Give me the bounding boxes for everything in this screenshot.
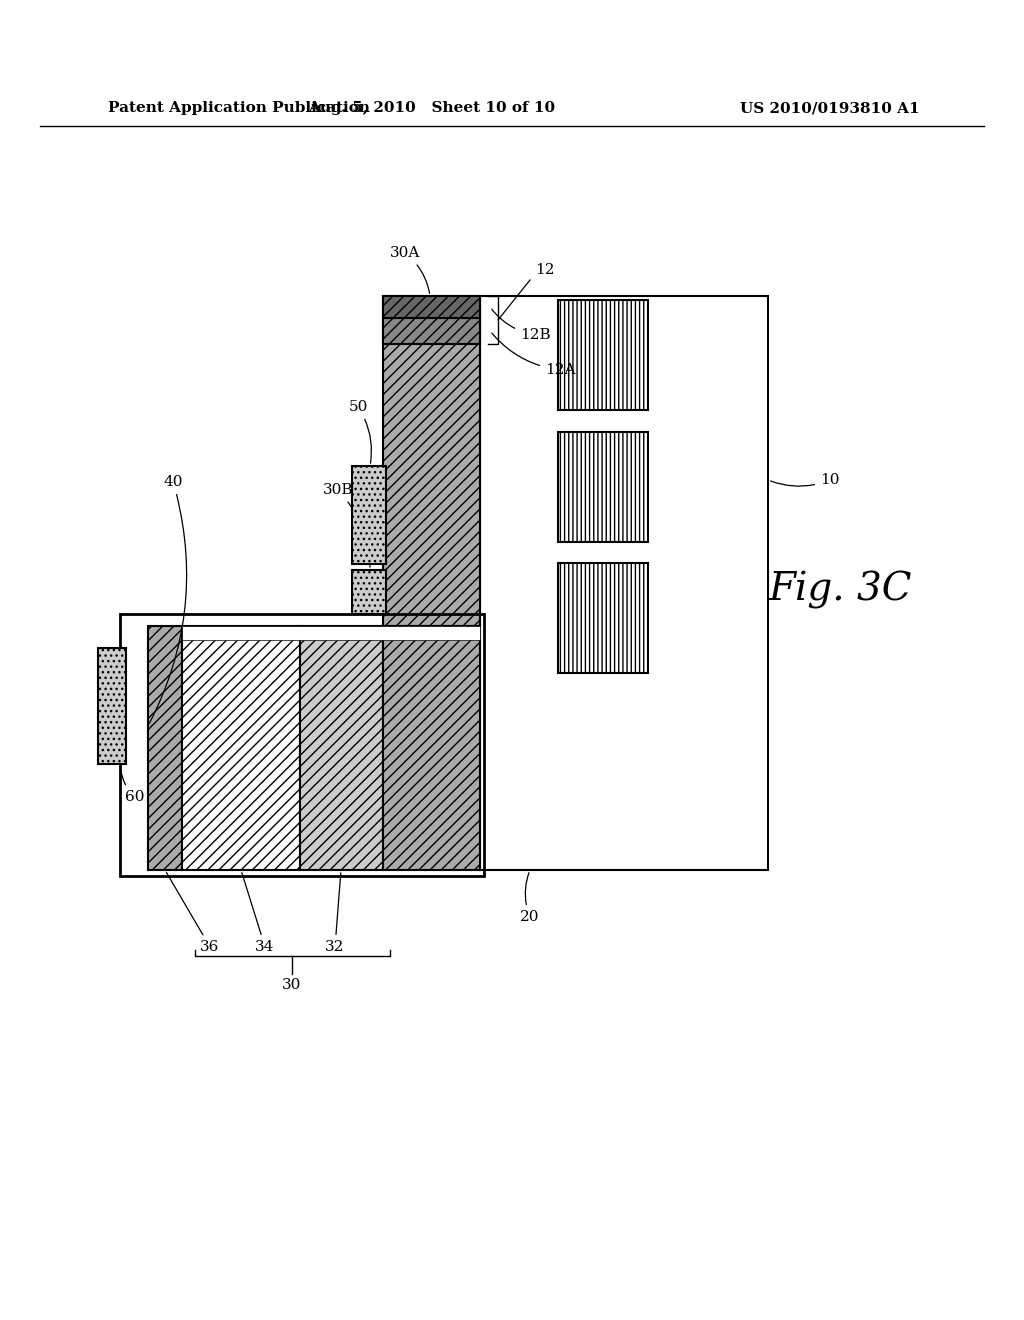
Text: 36: 36 — [167, 873, 220, 954]
Text: 12: 12 — [535, 263, 555, 277]
Bar — [558, 564, 648, 673]
Bar — [148, 626, 182, 870]
Bar — [182, 626, 480, 640]
Text: 10: 10 — [771, 473, 840, 487]
Text: US 2010/0193810 A1: US 2010/0193810 A1 — [740, 102, 920, 115]
Bar — [383, 296, 480, 318]
Text: 30: 30 — [283, 978, 302, 993]
Text: 60: 60 — [120, 767, 144, 804]
Bar — [383, 318, 480, 345]
Text: 30A: 30A — [390, 246, 429, 293]
Text: 20: 20 — [520, 873, 540, 924]
Bar — [558, 300, 648, 411]
Bar — [352, 466, 386, 564]
Text: Patent Application Publication: Patent Application Publication — [108, 102, 370, 115]
Bar — [182, 626, 300, 870]
Text: 32: 32 — [326, 873, 345, 954]
Text: 12A: 12A — [492, 333, 575, 378]
Text: Fig. 3C: Fig. 3C — [768, 572, 911, 609]
Text: 40: 40 — [150, 475, 186, 723]
Bar — [558, 432, 648, 543]
Bar — [352, 570, 386, 614]
Bar — [383, 296, 480, 626]
Bar — [383, 626, 480, 870]
Bar — [300, 626, 383, 870]
Bar — [98, 648, 126, 764]
Text: Aug. 5, 2010   Sheet 10 of 10: Aug. 5, 2010 Sheet 10 of 10 — [308, 102, 556, 115]
Text: 50: 50 — [348, 400, 372, 463]
Bar — [120, 614, 484, 876]
Text: 12B: 12B — [492, 309, 551, 342]
Text: 30B: 30B — [323, 483, 370, 568]
Bar — [480, 296, 768, 870]
Text: 34: 34 — [242, 873, 274, 954]
